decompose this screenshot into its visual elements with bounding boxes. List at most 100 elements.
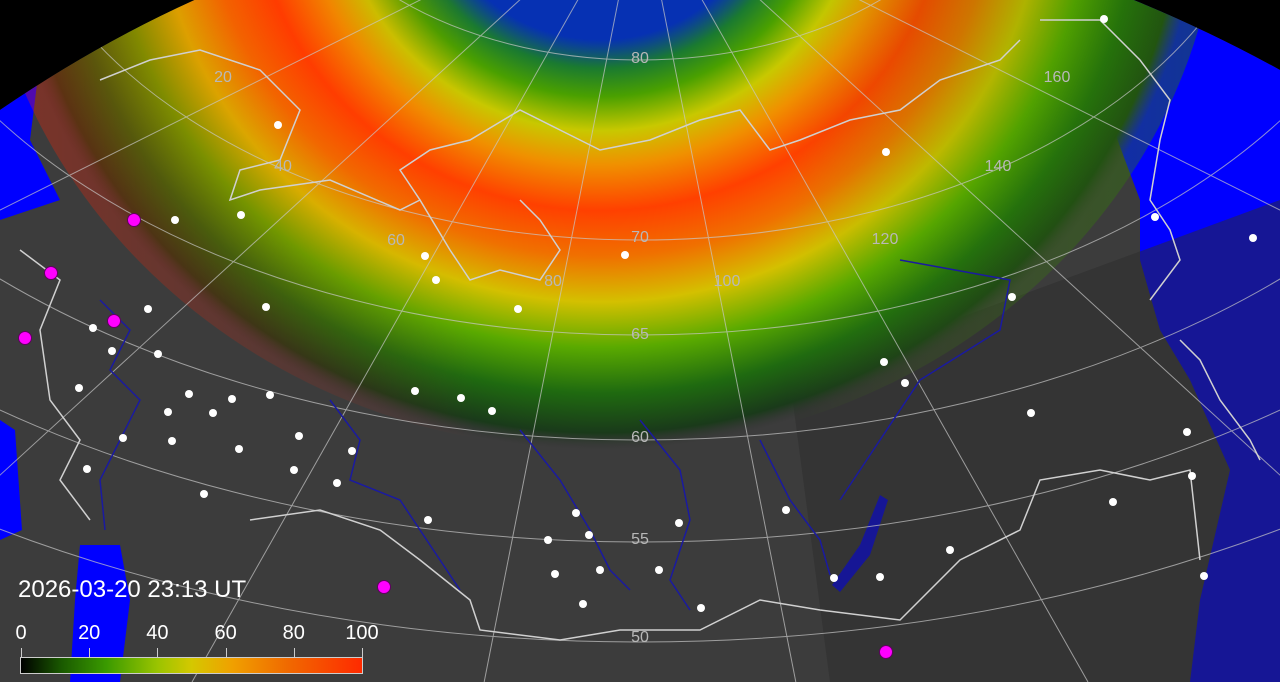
- city-marker: [876, 573, 884, 581]
- latitude-label: 50: [631, 629, 649, 646]
- city-marker: [290, 466, 298, 474]
- longitude-line: [0, 0, 641, 679]
- city-marker: [1151, 213, 1159, 221]
- city-marker: [579, 600, 587, 608]
- city-marker: [185, 390, 193, 398]
- city-marker: [75, 384, 83, 392]
- city-marker: [946, 546, 954, 554]
- longitude-label: 120: [872, 231, 899, 248]
- colorbar-tick-label: 60: [214, 622, 237, 644]
- city-marker: [572, 509, 580, 517]
- colorbar-tick-label: 40: [146, 622, 169, 644]
- observer-report-marker: [377, 580, 391, 594]
- observer-report-marker: [127, 213, 141, 227]
- latitude-label: 60: [631, 429, 649, 446]
- city-marker: [901, 379, 909, 387]
- graticule-labels: 80 70 65 60 55 50 20 40 60 80 100 120 140 160: [214, 50, 1070, 646]
- city-marker: [274, 121, 282, 129]
- city-marker: [1100, 15, 1108, 23]
- city-marker: [89, 324, 97, 332]
- observer-report-marker: [879, 645, 893, 659]
- colorbar-tick-mark: [362, 648, 363, 657]
- observer-report-marker: [44, 266, 58, 280]
- city-marker: [880, 358, 888, 366]
- latitude-line: [4, 0, 1276, 241]
- city-marker: [1249, 234, 1257, 242]
- city-marker: [830, 574, 838, 582]
- night-shade: [790, 200, 1280, 682]
- latitude-label: 80: [631, 50, 649, 67]
- latitude-line: [0, 0, 1280, 336]
- longitude-line: [191, 0, 641, 682]
- city-marker: [348, 447, 356, 455]
- colorbar-gradient: [20, 657, 363, 674]
- city-marker: [585, 531, 593, 539]
- aurora-intensity-shading: [0, 0, 1220, 450]
- longitude-line: [483, 0, 641, 682]
- longitude-label: 160: [1044, 69, 1071, 86]
- city-marker: [200, 490, 208, 498]
- city-marker: [1109, 498, 1117, 506]
- longitude-label: 100: [714, 273, 741, 290]
- longitude-label: 40: [274, 158, 292, 175]
- longitude-line: [639, 0, 797, 682]
- city-marker: [108, 347, 116, 355]
- colorbar-tick-mark: [293, 648, 295, 657]
- rivers: [99, 259, 1011, 611]
- city-marker: [544, 536, 552, 544]
- latitude-label: 70: [631, 229, 649, 246]
- city-marker: [1188, 472, 1196, 480]
- city-marker: [675, 519, 683, 527]
- city-marker: [421, 252, 429, 260]
- city-marker: [424, 516, 432, 524]
- city-marker: [228, 395, 236, 403]
- city-marker: [209, 409, 217, 417]
- coastlines-borders: [19, 19, 1261, 641]
- longitude-line: [639, 0, 1280, 465]
- latitude-label: 55: [631, 531, 649, 548]
- city-marker: [237, 211, 245, 219]
- city-marker: [882, 148, 890, 156]
- colorbar-tick-label: 80: [282, 622, 305, 644]
- city-marker: [621, 251, 629, 259]
- city-marker: [119, 434, 127, 442]
- city-marker: [782, 506, 790, 514]
- colorbar-tick-mark: [225, 648, 227, 657]
- city-marker: [411, 387, 419, 395]
- city-marker: [514, 305, 522, 313]
- city-marker: [1008, 293, 1016, 301]
- latitude-line: [0, 0, 1280, 543]
- latitude-line: [0, 0, 1280, 643]
- colorbar-tick-mark: [157, 648, 159, 657]
- black-sea: [0, 420, 22, 540]
- city-marker: [235, 445, 243, 453]
- baltic-sea: [0, 60, 60, 220]
- city-marker: [697, 604, 705, 612]
- colorbar-tick-label: 100: [345, 622, 379, 644]
- city-markers: [18, 15, 1257, 659]
- longitude-label: 80: [544, 273, 562, 290]
- longitude-label: 20: [214, 69, 232, 86]
- city-marker: [295, 432, 303, 440]
- city-marker: [333, 479, 341, 487]
- forecast-timestamp: 2026-03-20 23:13 UT: [18, 576, 247, 603]
- city-marker: [488, 407, 496, 415]
- latitude-line: [283, 0, 997, 61]
- city-marker: [83, 465, 91, 473]
- city-marker: [164, 408, 172, 416]
- city-marker: [168, 437, 176, 445]
- city-marker: [262, 303, 270, 311]
- city-marker: [655, 566, 663, 574]
- city-marker: [171, 216, 179, 224]
- latitude-label: 65: [631, 326, 649, 343]
- city-marker: [432, 276, 440, 284]
- longitude-label: 60: [387, 232, 405, 249]
- longitude-line: [639, 0, 1089, 682]
- colorbar-tick-label: 20: [78, 622, 101, 644]
- caspian-sea: [70, 545, 130, 682]
- latitude-line: [0, 0, 1280, 441]
- observer-report-marker: [18, 331, 32, 345]
- city-marker: [1200, 572, 1208, 580]
